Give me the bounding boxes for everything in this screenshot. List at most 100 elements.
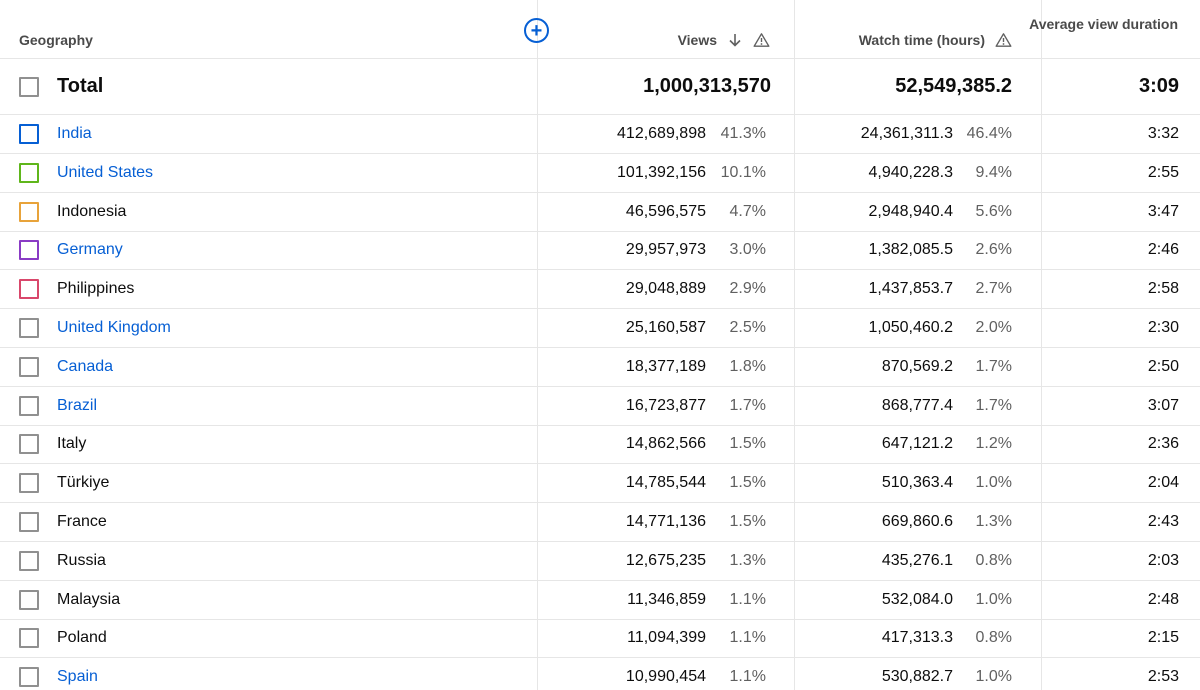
row-checkbox[interactable] <box>19 512 39 532</box>
row-checkbox[interactable] <box>19 434 39 455</box>
views-percent: 2.9% <box>729 280 766 298</box>
watch-time-percent: 5.6% <box>975 202 1012 220</box>
watch-time-value: 532,084.0 <box>881 590 953 608</box>
table-row: India 412,689,898 41.3% 24,361,311.3 46.4% 3:… <box>0 115 1200 154</box>
watch-time-percent: 2.0% <box>975 319 1012 336</box>
row-checkbox[interactable] <box>19 240 39 261</box>
add-column-icon[interactable]: + <box>524 18 549 43</box>
avg-view-duration-value: 2:58 <box>1147 280 1179 298</box>
watch-time-percent: 0.8% <box>975 629 1012 647</box>
row-checkbox[interactable] <box>19 667 39 688</box>
watch-time-header[interactable]: Watch time (hours) <box>859 0 1012 58</box>
views-header-label: Views <box>677 32 717 48</box>
watch-time-percent: 1.0% <box>975 668 1012 686</box>
watch-time-percent: 46.4% <box>966 125 1012 142</box>
table-row: Türkiye 14,785,544 1.5% 510,363.4 1.0% 2:04 <box>0 464 1200 504</box>
geography-name[interactable]: United Kingdom <box>57 319 171 336</box>
views-value: 46,596,575 <box>625 202 706 220</box>
watch-time-value: 2,948,940.4 <box>868 202 953 220</box>
row-checkbox[interactable] <box>19 395 39 416</box>
avg-view-duration-value: 2:04 <box>1147 474 1179 492</box>
watch-time-percent: 1.0% <box>975 474 1012 492</box>
watch-time-value: 417,313.3 <box>881 629 953 647</box>
views-percent: 1.5% <box>729 474 766 492</box>
watch-time-value: 868,777.4 <box>881 396 953 414</box>
geography-header[interactable]: Geography <box>19 32 93 48</box>
watch-time-value: 435,276.1 <box>881 551 953 569</box>
views-value: 11,346,859 <box>627 590 706 608</box>
warning-icon <box>753 32 770 48</box>
row-checkbox[interactable] <box>19 589 39 610</box>
avg-view-duration-value: 3:32 <box>1147 125 1179 142</box>
row-checkbox[interactable] <box>19 550 39 571</box>
avg-view-duration-value: 2:15 <box>1147 629 1179 647</box>
table-row: Canada 18,377,189 1.8% 870,569.2 1.7% 2:50 <box>0 348 1200 387</box>
watch-time-value: 530,882.7 <box>881 668 953 686</box>
row-checkbox[interactable] <box>19 356 39 377</box>
geography-name[interactable]: United States <box>57 163 154 181</box>
watch-time-value: 1,382,085.5 <box>868 241 953 259</box>
row-checkbox[interactable] <box>19 162 39 183</box>
watch-time-value: 1,437,853.7 <box>868 280 953 298</box>
row-checkbox[interactable] <box>19 201 39 222</box>
views-value: 10,990,454 <box>625 668 706 686</box>
views-value: 11,094,399 <box>627 629 706 647</box>
table-row: Indonesia 46,596,575 4.7% 2,948,940.4 5.6% 3:… <box>0 193 1200 232</box>
views-value: 29,957,973 <box>625 241 706 259</box>
geography-name: Italy <box>57 435 87 453</box>
watch-time-value: 870,569.2 <box>881 357 953 375</box>
views-percent: 1.1% <box>729 629 766 647</box>
watch-time-percent: 9.4% <box>975 163 1012 181</box>
arrow-down-icon[interactable] <box>727 32 743 48</box>
geography-name[interactable]: Spain <box>57 668 98 686</box>
views-percent: 1.5% <box>729 435 766 453</box>
total-checkbox[interactable] <box>19 76 39 97</box>
avg-view-duration-header[interactable]: Average view duration <box>1029 15 1178 32</box>
views-value: 29,048,889 <box>625 280 706 298</box>
row-checkbox[interactable] <box>19 628 39 649</box>
table-row: Germany 29,957,973 3.0% 1,382,085.5 2.6% 2:46 <box>0 231 1200 271</box>
total-label: Total <box>57 75 104 97</box>
geography-name: Türkiye <box>57 474 110 492</box>
avg-view-duration-value: 2:50 <box>1147 357 1179 375</box>
views-percent: 3.0% <box>729 241 766 259</box>
watch-time-value: 1,050,460.2 <box>868 319 953 336</box>
table-row: Brazil 16,723,877 1.7% 868,777.4 1.7% 3:07 <box>0 387 1200 426</box>
avg-view-duration-value: 2:03 <box>1147 551 1179 569</box>
table-row: Poland 11,094,399 1.1% 417,313.3 0.8% 2:15 <box>0 619 1200 659</box>
views-value: 14,771,136 <box>625 513 706 530</box>
table-row: United Kingdom 25,160,587 2.5% 1,050,460.2 2… <box>0 309 1200 348</box>
views-percent: 1.3% <box>729 551 766 569</box>
watch-time-percent: 1.7% <box>975 396 1012 414</box>
watch-time-header-label: Watch time (hours) <box>858 32 985 48</box>
geography-name[interactable]: India <box>57 125 92 142</box>
geography-name[interactable]: Brazil <box>57 396 98 414</box>
geography-name: Poland <box>57 629 107 647</box>
views-value: 101,392,156 <box>617 163 706 181</box>
total-row: Total 1,000,313,570 52,549,385.2 3:09 <box>0 59 1200 115</box>
views-value: 18,377,189 <box>625 357 706 375</box>
avg-view-duration-value: 2:36 <box>1147 435 1179 453</box>
avg-view-duration-value: 2:46 <box>1147 241 1179 259</box>
table-row: Malaysia 11,346,859 1.1% 532,084.0 1.0% 2:48 <box>0 581 1200 620</box>
watch-time-percent: 1.3% <box>975 513 1012 530</box>
views-percent: 1.5% <box>729 513 766 530</box>
header-row: Geography + Views Watch time (hours) Ave… <box>0 0 1200 59</box>
watch-time-value: 4,940,228.3 <box>868 163 953 181</box>
row-checkbox[interactable] <box>19 279 39 300</box>
total-avg-view-duration: 3:09 <box>1138 75 1179 97</box>
watch-time-value: 510,363.4 <box>881 474 953 492</box>
geography-name[interactable]: Germany <box>57 241 123 259</box>
views-percent: 1.8% <box>729 357 766 375</box>
geography-name: Malaysia <box>57 590 121 608</box>
views-value: 412,689,898 <box>617 125 706 142</box>
geography-name[interactable]: Canada <box>57 357 114 375</box>
views-percent: 1.1% <box>729 668 766 686</box>
views-header[interactable]: Views <box>678 0 770 58</box>
watch-time-value: 669,860.6 <box>881 513 953 530</box>
row-checkbox[interactable] <box>19 318 39 338</box>
watch-time-percent: 1.0% <box>975 590 1012 608</box>
row-checkbox[interactable] <box>19 124 39 144</box>
watch-time-value: 24,361,311.3 <box>860 125 953 142</box>
row-checkbox[interactable] <box>19 473 39 494</box>
